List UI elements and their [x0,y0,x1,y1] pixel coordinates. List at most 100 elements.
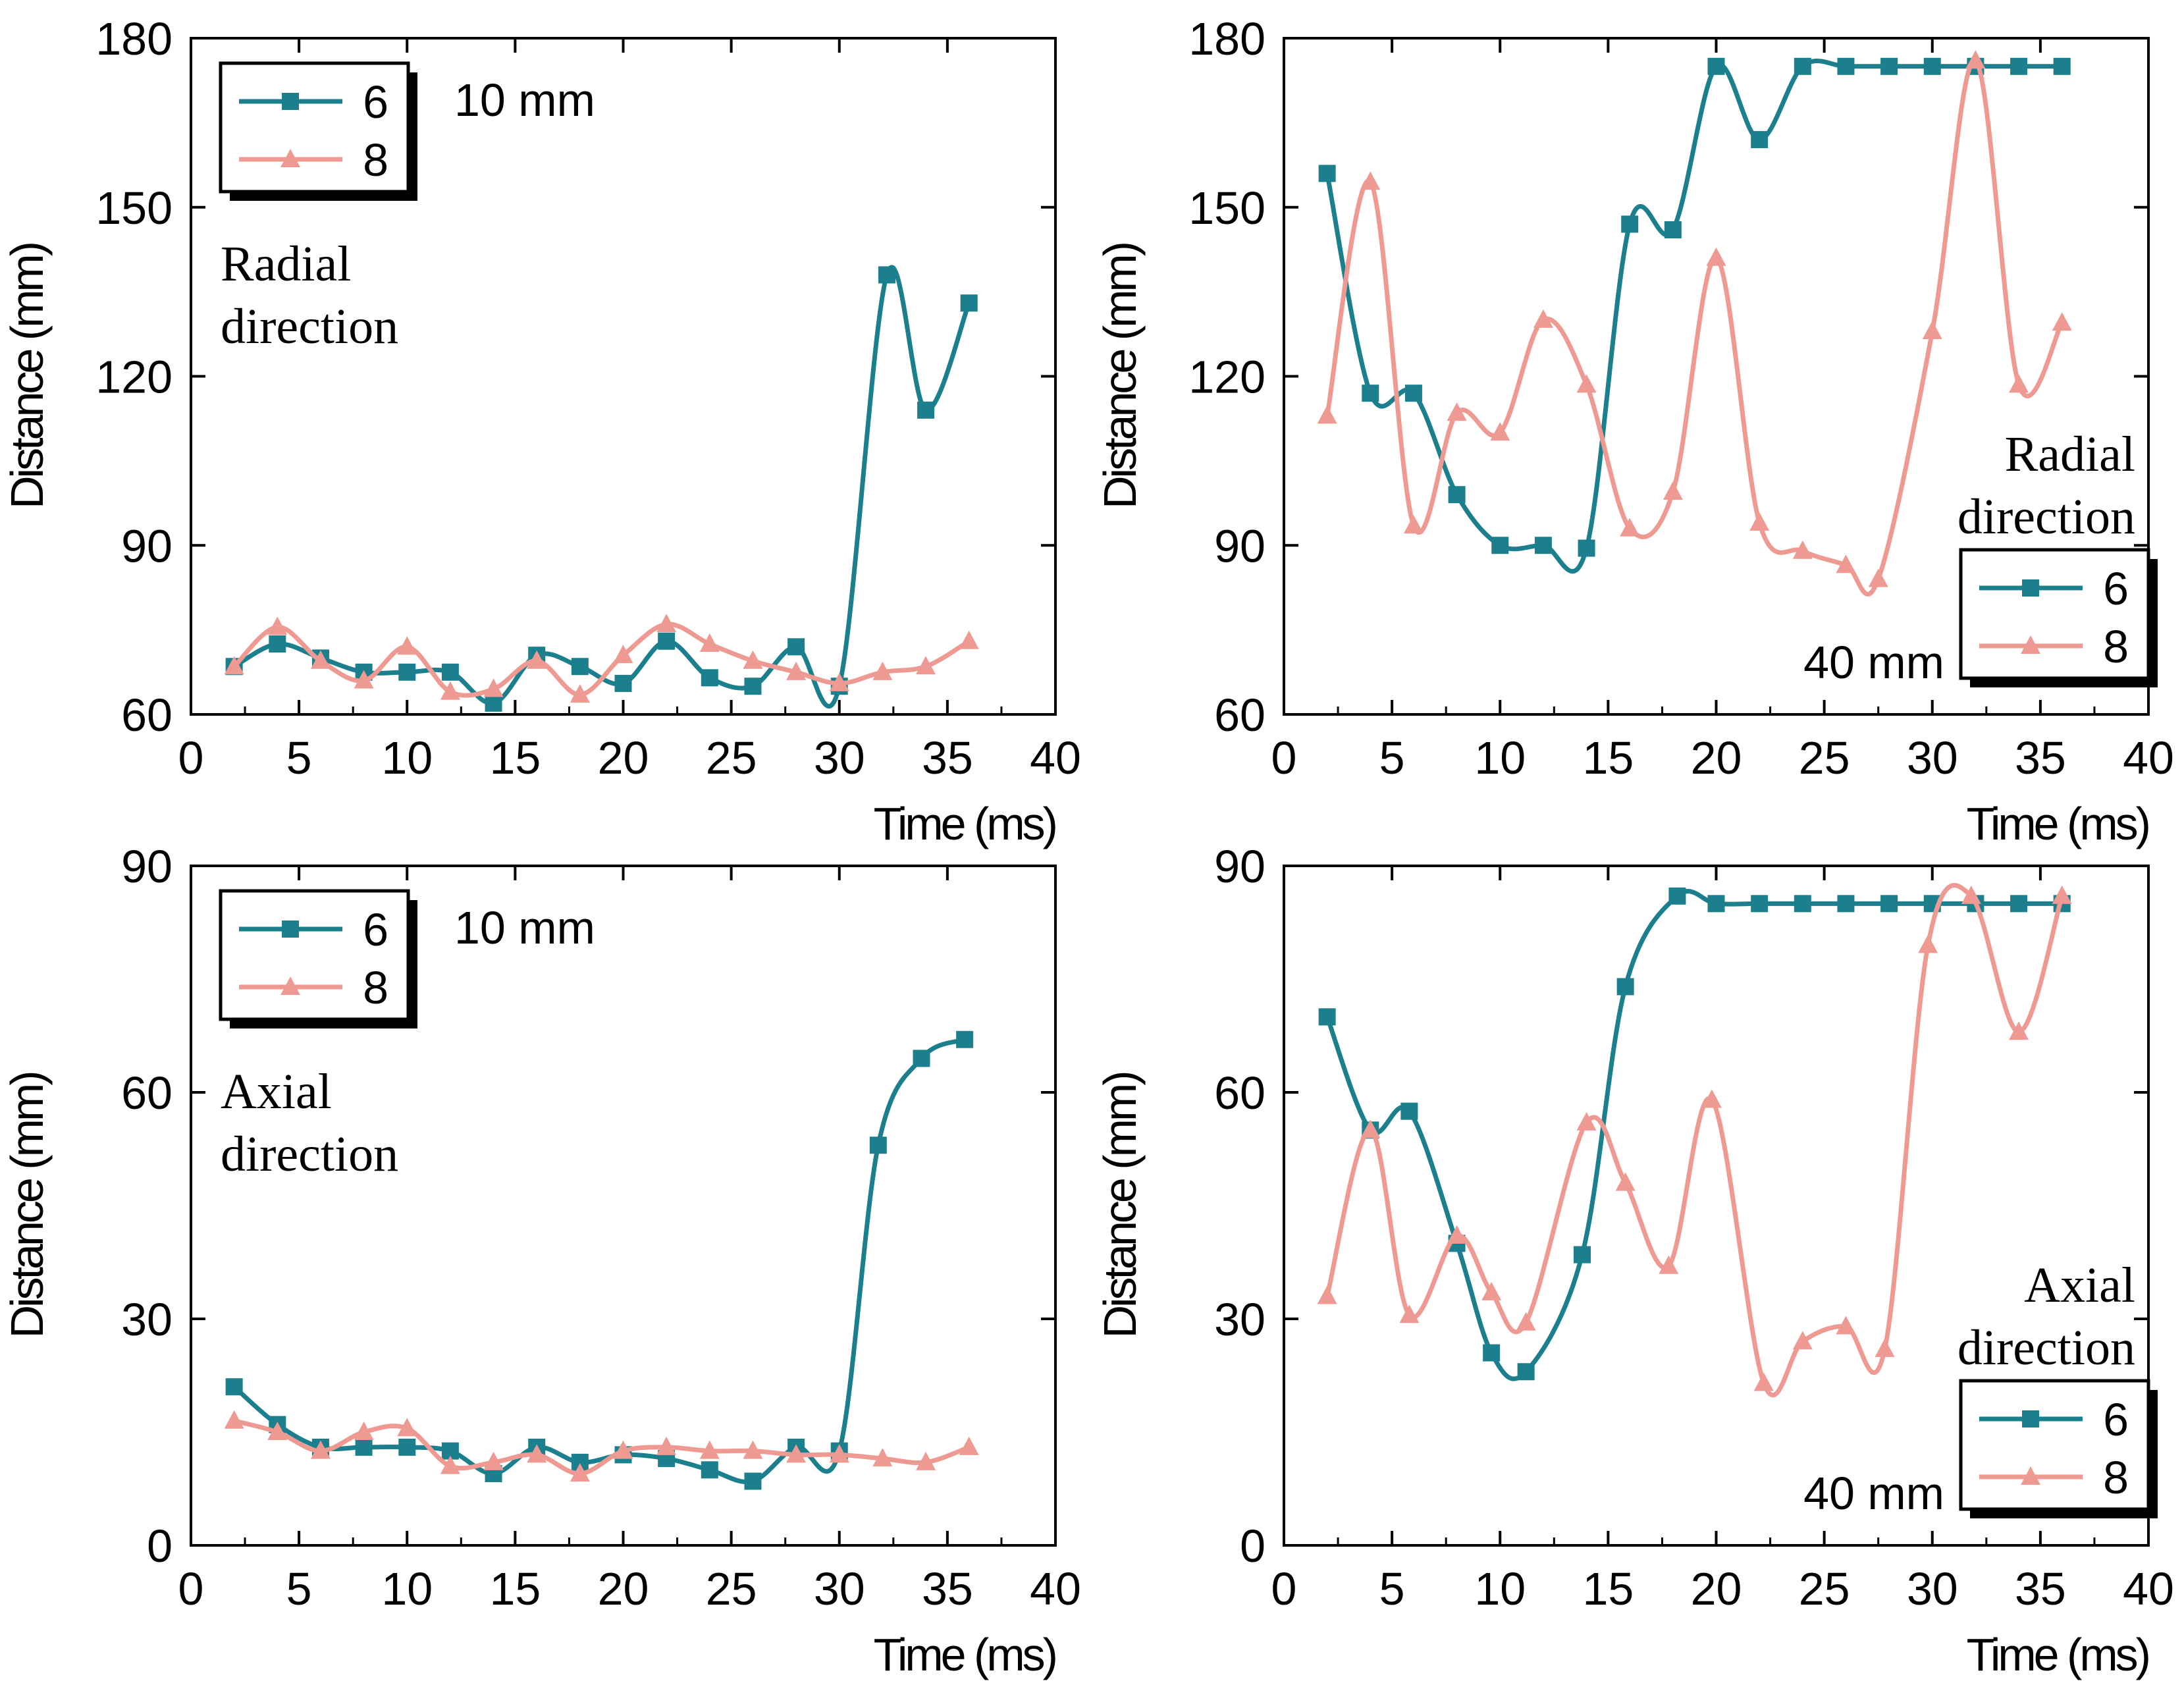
series-6-line [1325,59,2062,574]
series-8-point [354,670,374,689]
series-6-point [878,266,895,284]
y-tick-label: 60 [121,1067,173,1119]
series-6 [225,1030,974,1490]
legend-marker-6 [282,93,299,110]
series-8-line [1325,883,2065,1398]
x-tick-label: 25 [706,732,757,784]
series-6-point [1483,1344,1501,1362]
series-8-point [1317,1285,1337,1304]
series-8-point [1576,1111,1597,1131]
x-axis-label: Time (ms) [1967,798,2148,849]
series-8-point [786,1444,807,1463]
y-tick-label: 90 [1214,841,1265,892]
series-6-point [744,678,762,695]
series-8-point [1961,885,1981,904]
chart-panel-2: 0 5 10 15 20 25 30 35 40 60 90 120 150 180 Time (ms) Di… [1094,13,2174,849]
series-8-point [1875,1338,1895,1357]
y-tick-label: 30 [121,1294,173,1345]
series-8-point [1753,1372,1774,1391]
x-tick-label: 40 [1030,732,1081,784]
series-8-point [829,672,849,691]
y-tick-label: 90 [121,520,173,572]
annotation-direction-line1: Radial [2005,427,2135,482]
annotation-size: 40 mm [1803,1468,1944,1519]
series-8-point [1490,422,1510,441]
series-8-point [1399,1304,1420,1323]
series-6-point [1578,539,1595,557]
x-tick-label: 15 [489,1563,541,1614]
annotation-direction-line1: Radial [221,236,351,292]
x-tick-label: 5 [1379,1563,1405,1614]
y-axis-label: Distance (mm) [1,1073,53,1338]
x-tick-label: 20 [1691,1563,1742,1614]
series-6-point [1880,895,1898,913]
series-8-point [699,633,720,653]
x-tick-label: 25 [1799,732,1850,784]
series-8 [1317,50,2072,597]
series-8-point [310,650,331,669]
legend: 68 [219,889,417,1028]
series-8-point [829,1444,849,1463]
y-tick-label: 120 [95,352,173,403]
series-6-point [1400,1102,1418,1120]
series-8-point [310,1440,331,1459]
series-8-point [786,661,807,680]
series-6-point [787,638,805,656]
series-6-point [398,1438,416,1456]
series-8-point [224,656,244,675]
series-6-point [1664,221,1682,238]
series-6-point [2010,895,2028,913]
series-8-point [354,1422,374,1440]
x-tick-label: 30 [1907,732,1958,784]
series-8-point [1516,1312,1536,1331]
y-tick-label: 0 [147,1520,173,1572]
annotation-size: 40 mm [1803,637,1944,688]
x-tick-label: 20 [598,732,649,784]
series-8-point [1533,309,1553,328]
annotation-direction-line1: Axial [2024,1258,2135,1313]
series-6-point [441,663,459,681]
series-8-point [527,650,547,669]
y-tick-label: 30 [1214,1294,1265,1345]
legend-box [1959,548,2150,680]
series-6-point [269,635,286,653]
x-tick-label: 35 [922,1563,973,1614]
series-8-point [1701,1089,1722,1108]
series-8 [224,614,979,703]
series-8-point [1792,540,1813,559]
series-6-point [1837,57,1855,75]
series-6-point [960,294,978,312]
x-axis-label: Time (ms) [874,798,1055,849]
series-6-point [225,1378,243,1396]
series-6-point [1318,165,1336,182]
series-8-point [613,1440,633,1459]
series-6-point [2053,57,2071,75]
legend-box [219,61,410,194]
x-tick-label: 35 [2015,732,2066,784]
chart-panel-3: 0 5 10 15 20 25 30 35 40 0 30 60 90 Time (ms) Distance… [1,841,1081,1680]
series-8-point [959,1436,979,1455]
series-6-point [869,1136,887,1154]
series-8-point [1792,1331,1813,1350]
series-8-point [1317,405,1337,424]
series-8-point [916,1451,936,1470]
x-tick-label: 15 [489,732,541,784]
series-6-point [1517,1363,1535,1381]
series-8-point [267,1422,288,1440]
series-6-point [1448,486,1466,504]
y-tick-label: 150 [1188,182,1265,234]
series-6-point [956,1030,974,1048]
annotation-direction-line1: Axial [221,1064,332,1119]
series-6-point [1573,1246,1591,1264]
annotation-size: 10 mm [454,74,595,126]
series-8-point [483,678,504,697]
y-tick-label: 90 [1214,520,1265,572]
series-8-point [570,684,590,703]
annotation-direction-line2: direction [1958,489,2135,545]
series-8-point [1447,1225,1467,1244]
series-8-point [397,1418,417,1437]
legend-label-8: 8 [2103,1452,2129,1503]
series-8-point [1749,512,1770,531]
series-8-point [2009,374,2029,393]
